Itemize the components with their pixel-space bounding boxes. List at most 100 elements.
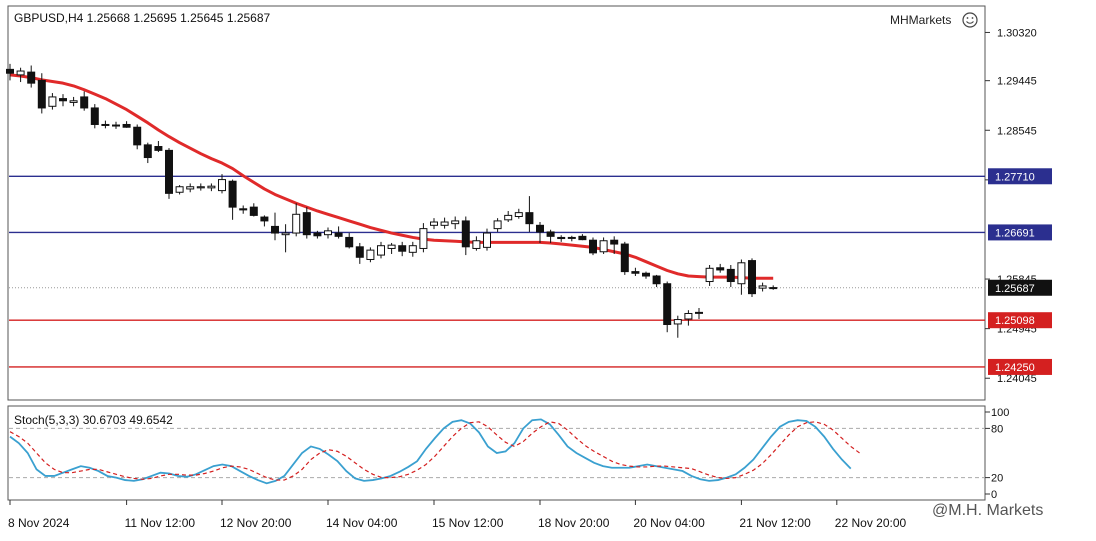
level-tag — [988, 168, 1052, 185]
stochastic-title: Stoch(5,3,3) 30.6703 49.6542 — [14, 413, 173, 427]
candle-body — [27, 71, 36, 84]
candle-body — [567, 236, 576, 239]
candle-body — [398, 245, 407, 252]
candle — [695, 307, 703, 319]
stoch-tick-label: 20 — [991, 473, 1003, 485]
candle-body — [207, 185, 216, 189]
candle-body — [59, 98, 67, 102]
candle — [652, 274, 661, 288]
candle-body — [642, 272, 650, 277]
candle-body — [48, 96, 57, 107]
candle — [59, 94, 67, 107]
candle-body — [726, 268, 735, 283]
candle-body — [430, 221, 438, 226]
level-tag — [988, 312, 1052, 329]
level-tag — [988, 358, 1052, 375]
candle-body — [652, 275, 661, 285]
stochastic-levels — [9, 427, 985, 479]
candle-body — [186, 186, 195, 190]
level-tag-label: 1.25098 — [995, 315, 1035, 327]
candle — [684, 310, 693, 326]
candle — [451, 216, 460, 230]
candle-body — [196, 186, 205, 189]
candle — [408, 241, 417, 257]
candle-body — [143, 144, 152, 159]
candle — [260, 215, 269, 227]
candle — [271, 212, 279, 241]
candle — [313, 230, 322, 239]
candle — [599, 237, 608, 254]
candle-body — [387, 244, 396, 249]
candle — [525, 196, 534, 232]
candle — [249, 203, 258, 217]
candle — [430, 218, 438, 230]
candle-body — [493, 220, 502, 230]
candle — [302, 207, 311, 239]
candle — [705, 264, 714, 286]
candle-body — [218, 179, 226, 192]
candle — [48, 93, 57, 110]
candle — [642, 271, 650, 279]
candle-body — [175, 186, 184, 193]
candle — [80, 91, 89, 111]
candle-body — [536, 224, 544, 233]
smiley-icon[interactable] — [962, 12, 978, 28]
candle-body — [271, 225, 279, 234]
candle-body — [6, 68, 14, 74]
candle — [228, 179, 237, 220]
candle-body — [16, 70, 25, 76]
candle — [610, 236, 619, 254]
watermark: @M.H. Markets — [932, 502, 1043, 519]
candle — [578, 234, 587, 241]
current-price-tag — [988, 279, 1052, 296]
time-tick-label: 14 Nov 04:00 — [326, 516, 398, 530]
candle — [663, 281, 672, 333]
moving-average — [9, 73, 774, 280]
ma-line — [9, 73, 774, 280]
candle-body — [758, 285, 767, 289]
candle — [620, 241, 629, 275]
candle-body — [461, 220, 470, 248]
candle — [472, 236, 481, 251]
candle — [101, 120, 110, 129]
candle-body — [334, 232, 343, 237]
candle — [6, 63, 14, 81]
stoch-tick-label: 100 — [991, 407, 1009, 419]
candle-body — [37, 79, 46, 109]
candle — [186, 183, 195, 193]
candle — [207, 183, 216, 192]
candle — [504, 210, 513, 223]
candle-body — [631, 271, 640, 274]
price-tick-label: 1.29445 — [997, 76, 1037, 88]
candle — [355, 242, 364, 264]
candle-body — [599, 240, 608, 253]
candle — [218, 174, 226, 194]
candle-body — [122, 123, 131, 128]
candle-body — [684, 312, 693, 320]
candle-body — [578, 235, 587, 241]
candle — [165, 148, 173, 199]
time-tick-label: 11 Nov 12:00 — [125, 516, 196, 530]
candle — [366, 247, 375, 263]
candle — [345, 233, 354, 249]
level-tag — [988, 224, 1052, 241]
candle-body — [673, 319, 682, 325]
level-tag-label: 1.24250 — [995, 362, 1035, 374]
candle-body — [472, 240, 481, 249]
candle — [377, 241, 385, 259]
candle — [567, 235, 576, 242]
candle — [334, 226, 343, 239]
price-tick-label: 1.24045 — [997, 373, 1037, 385]
time-tick-label: 20 Nov 04:00 — [633, 516, 705, 530]
candle — [514, 208, 523, 219]
candle — [737, 259, 746, 295]
candle-body — [165, 149, 173, 194]
candle-body — [440, 221, 449, 226]
level-tag-label: 1.27710 — [995, 171, 1035, 183]
candle — [122, 121, 131, 128]
candle-body — [112, 124, 120, 127]
time-tick-label: 12 Nov 20:00 — [220, 516, 292, 530]
price-tags: 1.27710 1.26691 1.25098 1.24250 1.25687 — [988, 168, 1052, 375]
candle-body — [663, 283, 672, 326]
candle-body — [705, 267, 714, 283]
